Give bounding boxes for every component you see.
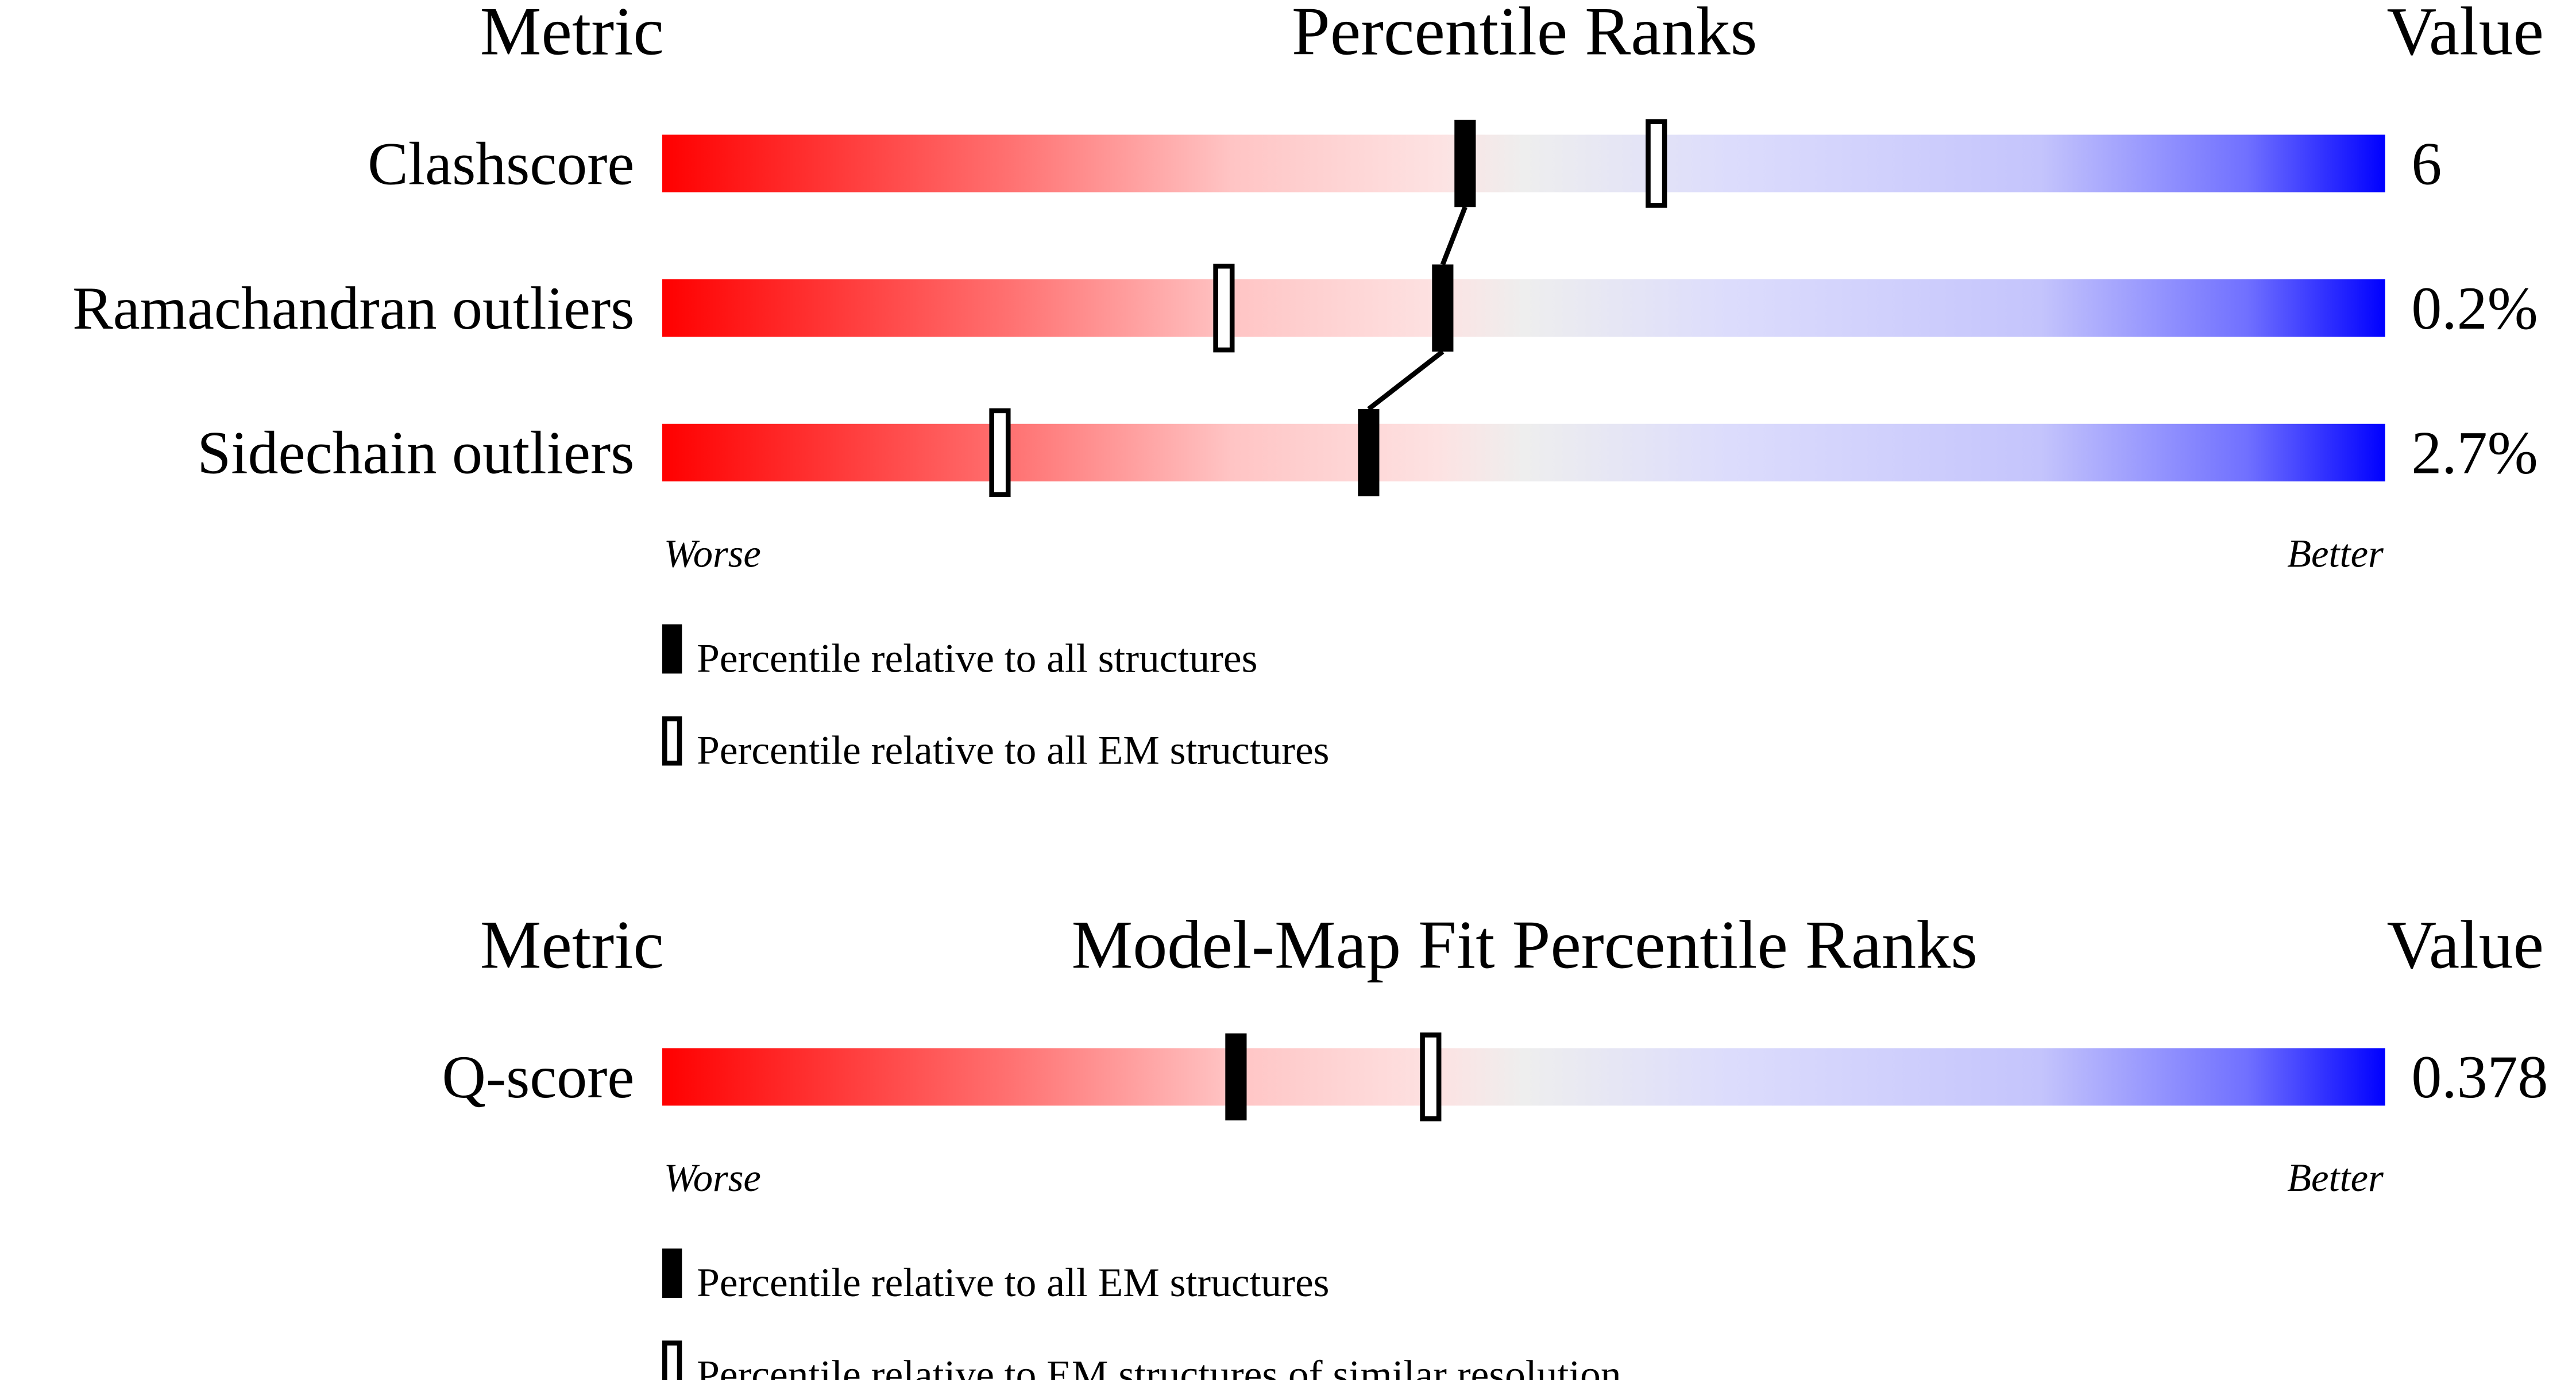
- percentile-bar: [662, 423, 2385, 481]
- chart-panel-1: Metric Model-Map Fit Percentile Ranks Valu…: [442, 906, 2548, 1380]
- marker-filled: [1358, 409, 1380, 496]
- header-value: Value: [2387, 906, 2544, 982]
- marker-filled: [1454, 120, 1476, 207]
- percentile-bar: [662, 279, 2385, 337]
- legend-filled-swatch: [662, 624, 682, 674]
- chart-panel-0: Metric Percentile Ranks Value Clashscore 6 Ra…: [72, 0, 2544, 773]
- axis-better-label: Better: [2287, 1156, 2384, 1200]
- marker-hollow: [989, 408, 1011, 498]
- percentile-bar: [662, 1048, 2385, 1106]
- marker-filled: [1225, 1033, 1247, 1121]
- legend-filled-label: Percentile relative to all EM structures: [697, 1260, 1329, 1305]
- legend-filled-label: Percentile relative to all structures: [697, 636, 1257, 681]
- header-title: Model-Map Fit Percentile Ranks: [1071, 906, 1978, 982]
- legend-hollow-swatch: [662, 716, 682, 766]
- marker-filled: [1432, 264, 1454, 352]
- row-label: Clashscore: [368, 130, 634, 197]
- row-value: 6: [2411, 130, 2442, 197]
- percentile-bar: [662, 134, 2385, 192]
- row-value: 2.7%: [2411, 419, 2538, 487]
- header-value: Value: [2387, 0, 2544, 69]
- legend-hollow-label: Percentile relative to EM structures of …: [697, 1352, 1621, 1380]
- header-metric: Metric: [480, 906, 664, 982]
- header-title: Percentile Ranks: [1292, 0, 1757, 69]
- legend-hollow-swatch: [662, 1340, 682, 1380]
- header-metric: Metric: [480, 0, 664, 69]
- axis-worse-label: Worse: [664, 532, 761, 576]
- marker-hollow: [1213, 263, 1235, 353]
- axis-better-label: Better: [2287, 532, 2384, 576]
- marker-hollow: [1646, 119, 1667, 208]
- row-label: Ramachandran outliers: [72, 275, 634, 342]
- legend-filled-swatch: [662, 1248, 682, 1298]
- row-value: 0.2%: [2411, 275, 2538, 342]
- row-value: 0.378: [2411, 1043, 2548, 1111]
- marker-connector: [1367, 349, 1445, 411]
- row-label: Sidechain outliers: [197, 419, 634, 487]
- marker-hollow: [1420, 1032, 1442, 1121]
- axis-worse-label: Worse: [664, 1156, 761, 1200]
- marker-connector: [1440, 206, 1467, 265]
- legend-hollow-label: Percentile relative to all EM structures: [697, 728, 1329, 773]
- row-label: Q-score: [442, 1043, 635, 1111]
